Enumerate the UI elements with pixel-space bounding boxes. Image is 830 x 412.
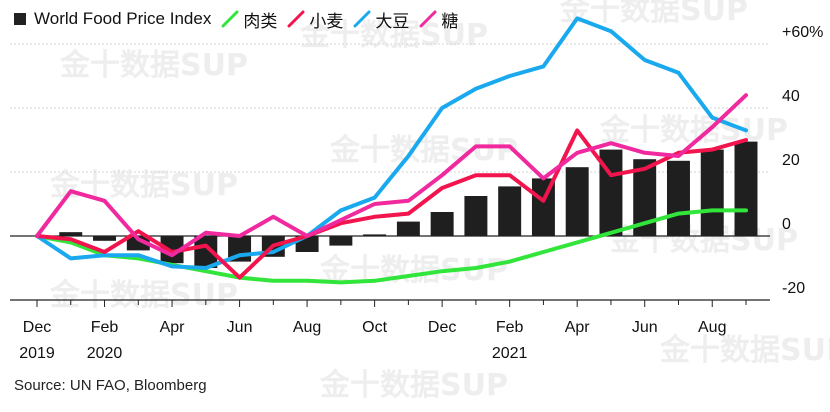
bar (160, 236, 184, 264)
bar (700, 149, 724, 236)
x-tick-label: Jun (227, 319, 253, 336)
x-tick-label: Jun (632, 319, 658, 336)
legend-swatch (419, 10, 437, 28)
bar (464, 196, 488, 236)
bar-series (25, 141, 758, 268)
bar (430, 212, 454, 236)
x-tick-label: Aug (698, 319, 726, 336)
x-tick-label: Dec (23, 319, 51, 336)
bar (126, 236, 150, 251)
y-tick-label: 0 (782, 216, 791, 233)
bar (363, 234, 387, 236)
x-tick-label: Dec (428, 319, 456, 336)
legend-label: 糖 (441, 11, 459, 31)
bar (396, 221, 420, 236)
legend-item-meat: 肉类 (221, 7, 277, 32)
legend-label: World Food Price Index (34, 9, 212, 28)
legend-swatch (14, 13, 26, 25)
x-tick-label: Aug (293, 319, 321, 336)
x-tick-label: Oct (362, 319, 387, 336)
legend-item-index: World Food Price Index (14, 9, 211, 29)
legend-swatch (353, 10, 371, 28)
watermark-text: 金十数据SUP (329, 133, 518, 168)
legend: World Food Price Index 肉类 小麦 大豆 糖 (14, 6, 468, 32)
legend-item-soybean: 大豆 (353, 7, 409, 32)
watermark-text: 金十数据SUP (299, 18, 488, 53)
x-tick-label: Feb (91, 319, 119, 336)
bar (59, 232, 83, 236)
series-line (35, 128, 748, 280)
watermark-text: 金十数据SUP (59, 48, 248, 83)
x-tick-year: 2021 (492, 345, 528, 362)
source-note: Source: UN FAO, Bloomberg (14, 377, 207, 394)
series-line (35, 93, 748, 258)
legend-label: 小麦 (309, 11, 344, 31)
bar (93, 236, 117, 241)
x-tick-label: Apr (160, 319, 186, 336)
bar (599, 149, 623, 236)
bar (633, 159, 657, 236)
y-axis-ticks: +60% 40 20 0 -20 (782, 24, 823, 297)
bar (666, 160, 690, 236)
x-tick-label: Feb (496, 319, 524, 336)
watermark-text: 金十数据SUP (49, 168, 238, 203)
line-series (35, 16, 748, 285)
legend-label: 肉类 (243, 11, 278, 31)
series-line (35, 16, 748, 270)
legend-swatch (287, 10, 305, 28)
legend-item-wheat: 小麦 (287, 7, 343, 32)
watermark-layer: 金十数据SUP 金十数据SUP 金十数据SUP 金十数据SUP 金十数据SUP 金十数据S… (49, 0, 830, 403)
legend-item-sugar: 糖 (419, 7, 458, 32)
x-tick-label: Apr (565, 319, 591, 336)
bar (565, 167, 589, 236)
y-tick-label: 40 (782, 88, 800, 105)
x-tick-year: 2020 (87, 345, 123, 362)
bar (194, 236, 218, 268)
watermark-text: 金十数据SUP (659, 333, 830, 368)
watermark-text: 金十数据SUP (319, 368, 508, 403)
x-tick-year: 2019 (19, 345, 55, 362)
watermark-text: 金十数据SUP (49, 278, 238, 313)
legend-label: 大豆 (375, 11, 410, 31)
bar (734, 141, 758, 236)
bar (498, 186, 522, 236)
y-tick-label: -20 (782, 280, 805, 297)
y-tick-label: +60% (782, 24, 823, 41)
y-tick-label: 20 (782, 152, 800, 169)
legend-swatch (221, 10, 239, 28)
x-axis-ticks: Dec 2019 Feb 2020 Apr Jun Aug Oct Dec Feb 2021 Apr J… (10, 299, 770, 362)
bar (329, 236, 353, 246)
